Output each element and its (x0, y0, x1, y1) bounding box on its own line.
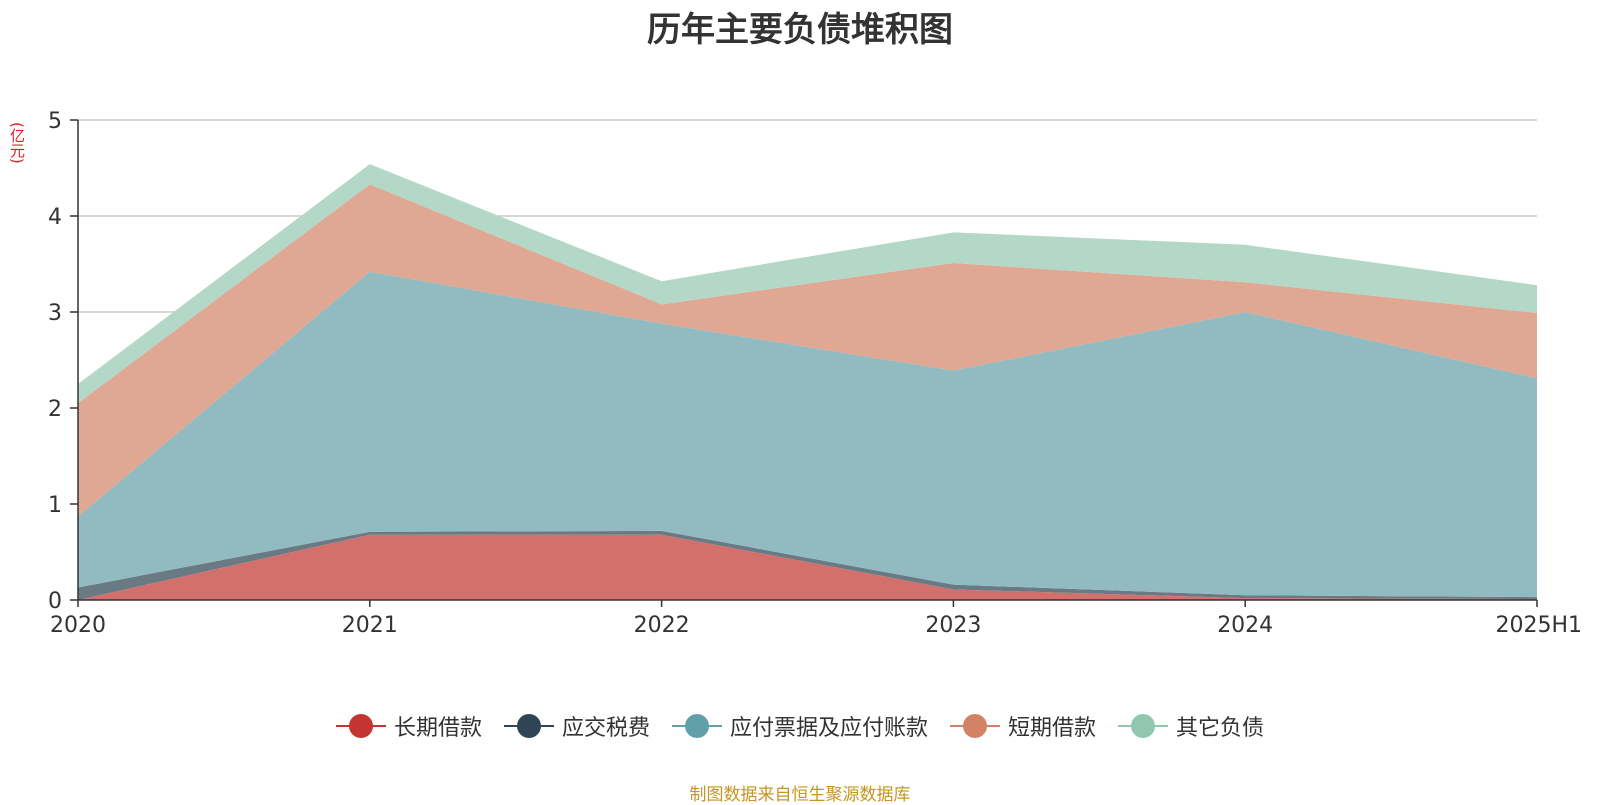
tick-labels: 0 1 2 3 4 5 2020 2021 2022 2023 2024 2025H1 (48, 109, 1582, 638)
y-tick-label: 0 (48, 589, 62, 614)
legend-label: 应付票据及应付账款 (729, 716, 928, 741)
legend-marker-icon (1118, 713, 1169, 739)
legend-item[interactable]: 短期借款 (950, 710, 1096, 742)
x-tick-label: 2021 (342, 613, 398, 638)
legend-marker-icon (950, 713, 1000, 739)
x-tick-label: 2020 (50, 613, 106, 638)
legend-label: 短期借款 (1008, 716, 1097, 741)
y-axis-unit-label: (亿元) (8, 122, 26, 164)
axes (70, 119, 1538, 607)
legend-item[interactable]: 应交税费 (503, 710, 650, 742)
x-tick-label: 2023 (925, 613, 981, 638)
legend-item[interactable]: 长期借款 (335, 710, 482, 742)
legend-label: 长期借款 (393, 716, 482, 741)
y-tick-label: 1 (48, 493, 62, 518)
y-tick-label: 4 (48, 205, 62, 230)
x-tick-label: 2024 (1217, 613, 1273, 638)
series-area (78, 164, 1537, 404)
legend-label: 其它负债 (1176, 716, 1265, 741)
source-note: 制图数据来自恒生聚源数据库 (689, 785, 911, 805)
series-area (78, 184, 1537, 517)
y-tick-label: 3 (48, 301, 62, 326)
legend-marker-icon (335, 713, 386, 739)
legend: 长期借款 应交税费 应付票据及应付账款 短期借款 其它负债 (0, 710, 1600, 742)
y-tick-label: 5 (48, 109, 62, 134)
x-tick-label: 2025H1 (1495, 613, 1582, 638)
legend-label: 应交税费 (561, 716, 650, 741)
y-tick-label: 2 (48, 397, 62, 422)
legend-item[interactable]: 其它负债 (1118, 710, 1264, 742)
legend-marker-icon (503, 713, 554, 739)
series-area (78, 271, 1537, 598)
x-tick-label: 2022 (634, 613, 690, 638)
series-areas (78, 164, 1537, 600)
series-area (78, 534, 1537, 600)
stacked-area-chart: 0 1 2 3 4 5 2020 2021 2022 2023 2024 2025H1 (48, 109, 1582, 638)
legend-item[interactable]: 应付票据及应付账款 (671, 710, 928, 742)
legend-marker-icon (671, 713, 722, 739)
chart-title: 历年主要负债堆积图 (647, 10, 953, 50)
